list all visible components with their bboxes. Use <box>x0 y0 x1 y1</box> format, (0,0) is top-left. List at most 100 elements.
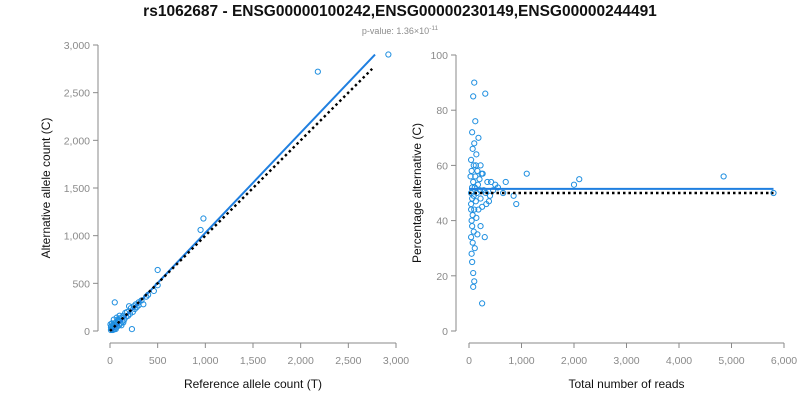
percent-data-point <box>720 173 727 180</box>
allele-y-tick-label: 1,000 <box>64 231 90 243</box>
percent-x-tick-label: 1,000 <box>508 355 534 367</box>
percent-data-point <box>471 206 478 213</box>
percent-data-point <box>486 192 494 199</box>
percent-data-point <box>474 167 481 175</box>
percent-data-point <box>484 178 491 186</box>
allele-x-tick-label: 1,500 <box>240 355 266 367</box>
allele-data-point <box>200 215 207 222</box>
percent-x-tick-label: 4,000 <box>666 355 692 367</box>
allele-reference-line <box>109 67 374 332</box>
allele-data-point <box>107 321 114 328</box>
percent-data-point <box>473 214 480 221</box>
allele-x-tick-label: 2,500 <box>335 355 361 367</box>
p-value-label: p-value: 1.36×10 <box>361 26 430 36</box>
allele-x-tick-label: 500 <box>149 355 167 367</box>
percent-data-point <box>472 198 479 205</box>
allele-x-tick-label: 0 <box>107 355 113 367</box>
percent-data-point <box>481 234 488 241</box>
percent-y-tick-label: 60 <box>436 160 448 172</box>
percent-x-tick-label: 0 <box>466 355 472 367</box>
percent-data-point <box>467 173 474 180</box>
percent-x-tick-label: 5,000 <box>718 355 744 367</box>
allele-fit-line <box>111 53 376 332</box>
percent-data-point <box>469 129 476 136</box>
percent-y-tick-label: 40 <box>436 216 448 228</box>
percent-data-point <box>469 145 476 152</box>
allele-data-point <box>154 266 161 274</box>
percent-data-point <box>479 300 486 307</box>
percent-data-point <box>770 189 777 197</box>
percent-data-point <box>513 200 520 208</box>
allele-y-tick-label: 2,500 <box>64 88 90 100</box>
allele-x-tick-label: 1,000 <box>192 355 218 367</box>
percent-data-point <box>471 278 478 285</box>
allele-data-point <box>125 303 133 310</box>
percent-data-point <box>469 211 476 219</box>
percent-data-point <box>470 283 477 290</box>
allele-data-point <box>197 226 204 234</box>
percent-x-axis-title: Total number of reads <box>568 377 684 391</box>
percent-data-point <box>470 228 477 235</box>
percent-data-point <box>469 184 476 191</box>
allele-data-point <box>111 299 118 306</box>
percent-data-point <box>468 200 475 208</box>
percent-data-point <box>474 181 482 188</box>
allele-x-tick-label: 3,000 <box>383 355 409 367</box>
percent-data-point <box>471 140 478 147</box>
allele-y-tick-label: 2,000 <box>64 135 90 147</box>
allele-y-tick-label: 500 <box>72 278 90 290</box>
percent-data-point <box>475 206 482 213</box>
percent-data-point <box>494 184 501 191</box>
percent-y-tick-label: 80 <box>436 105 448 117</box>
allele-x-axis-title: Reference allele count (T) <box>184 377 322 391</box>
percent-data-point <box>470 269 477 277</box>
percent-data-point <box>473 151 480 158</box>
allele-data-point <box>128 325 136 333</box>
percent-x-tick-label: 3,000 <box>613 355 639 367</box>
percent-x-tick-label: 2,000 <box>561 355 587 367</box>
allele-x-tick-label: 2,000 <box>288 355 314 367</box>
percent-data-point <box>523 170 530 177</box>
percent-data-point <box>476 176 483 183</box>
percent-data-point <box>487 178 495 186</box>
percent-data-point <box>470 93 477 100</box>
percent-data-point <box>468 167 475 175</box>
percent-data-point <box>477 195 484 202</box>
percent-data-point <box>502 178 509 186</box>
percent-data-point <box>477 223 484 230</box>
percentage-alternative-scatter-panel: 0 1,000 2,000 3,000 4,000 5,000 6,000 0 20 40 60 80… <box>410 50 797 391</box>
allele-y-tick-label: 1,500 <box>64 183 90 195</box>
percent-data-point <box>468 206 475 213</box>
p-value-exponent: -11 <box>429 25 439 32</box>
percent-data-point <box>471 245 478 252</box>
allele-data-point <box>116 312 123 319</box>
percent-data-point <box>468 250 475 257</box>
percent-data-point <box>483 200 490 208</box>
percent-y-tick-label: 20 <box>436 271 448 283</box>
percent-data-point <box>469 223 476 230</box>
allele-data-point <box>314 68 321 75</box>
percent-data-point <box>468 156 475 163</box>
percent-data-point <box>576 176 583 183</box>
chart-title: rs1062687 - ENSG00000100242,ENSG00000230… <box>143 3 657 20</box>
percent-data-point <box>472 162 479 169</box>
allele-data-point <box>140 301 147 308</box>
percent-data-point <box>469 239 476 246</box>
allele-count-scatter-panel: 0 500 1,000 1,500 2,000 2,500 3,000 0 500 1,000 1,… <box>39 40 409 391</box>
allele-y-axis-title: Alternative allele count (C) <box>39 118 53 259</box>
percent-data-point <box>470 178 477 186</box>
percent-y-tick-label: 0 <box>442 326 448 338</box>
percent-data-point <box>500 189 507 197</box>
percent-data-point <box>482 189 489 197</box>
percent-data-point <box>469 258 476 266</box>
percent-data-point <box>468 217 475 224</box>
percent-data-point <box>470 162 477 169</box>
percent-y-axis-title: Percentage alternative (C) <box>410 123 424 263</box>
percent-data-point <box>570 181 578 188</box>
allele-data-point <box>385 51 392 58</box>
allele-y-tick-label: 3,000 <box>64 40 90 52</box>
percent-data-point <box>468 234 475 241</box>
allele-y-tick-label: 0 <box>84 326 90 338</box>
percent-data-point <box>471 79 478 86</box>
